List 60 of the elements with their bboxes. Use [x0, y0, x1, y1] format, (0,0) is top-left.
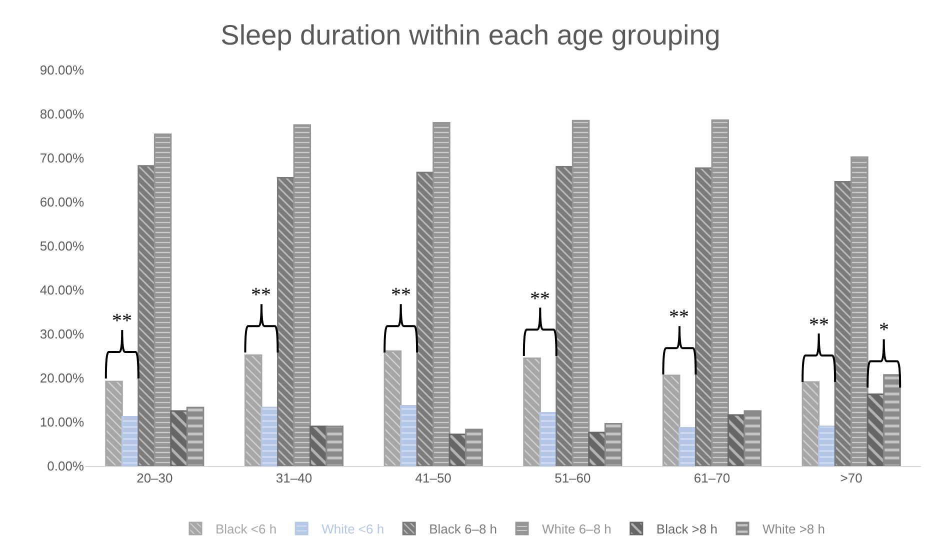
bar — [400, 404, 418, 466]
bar — [711, 119, 730, 466]
x-tick-label: 51–60 — [554, 470, 591, 486]
annotation: ** — [669, 306, 689, 328]
x-tick-label: >70 — [840, 470, 862, 486]
bar — [678, 426, 696, 466]
chart-title: Sleep duration within each age grouping — [220, 20, 720, 51]
bar — [276, 177, 295, 466]
y-tick-label: 10.00% — [40, 414, 84, 430]
bar — [186, 406, 204, 466]
bar — [694, 167, 713, 466]
y-tick-label: 70.00% — [40, 150, 84, 166]
x-tick-label: 41–50 — [415, 470, 452, 486]
y-tick-label: 20.00% — [40, 370, 84, 386]
bar — [244, 354, 262, 466]
y-tick-label: 50.00% — [40, 238, 84, 254]
y-tick-label: 30.00% — [40, 326, 84, 342]
annotation: * — [879, 319, 889, 341]
bar — [310, 426, 328, 466]
bar — [866, 394, 885, 466]
y-tick-label: 90.00% — [40, 62, 84, 78]
y-tick-label: 80.00% — [40, 106, 84, 122]
bar — [728, 414, 746, 466]
bar — [588, 432, 606, 466]
bar — [416, 172, 434, 466]
annotation: ** — [251, 284, 271, 306]
annotation: ** — [530, 288, 550, 310]
x-tick-label: 20–30 — [136, 470, 173, 486]
bar — [384, 350, 402, 466]
y-tick-label: 0.00% — [47, 458, 84, 474]
bar — [448, 434, 467, 466]
bar — [539, 412, 558, 466]
bar — [802, 381, 820, 466]
annotation: ** — [391, 284, 411, 306]
x-tick-label: 31–40 — [276, 470, 312, 486]
bar — [850, 156, 868, 466]
bar — [293, 124, 312, 466]
bar — [121, 416, 140, 466]
y-tick-label: 40.00% — [40, 282, 84, 298]
bar — [170, 410, 188, 466]
bar — [523, 357, 541, 466]
annotation: ** — [809, 314, 829, 336]
bar — [883, 374, 901, 466]
bar — [260, 406, 278, 466]
bar — [432, 122, 450, 466]
bar — [138, 165, 156, 466]
bar — [465, 428, 483, 466]
bar — [744, 410, 762, 466]
bar — [326, 426, 344, 466]
bar — [604, 423, 622, 466]
bar — [818, 426, 836, 466]
bar — [154, 133, 172, 466]
bar — [662, 374, 680, 466]
bar — [572, 120, 590, 466]
bar — [834, 181, 852, 466]
bar — [105, 380, 123, 466]
y-tick-label: 60.00% — [40, 194, 84, 210]
x-tick-label: 61–70 — [694, 470, 730, 486]
annotation: ** — [112, 310, 132, 332]
bar — [556, 166, 574, 466]
